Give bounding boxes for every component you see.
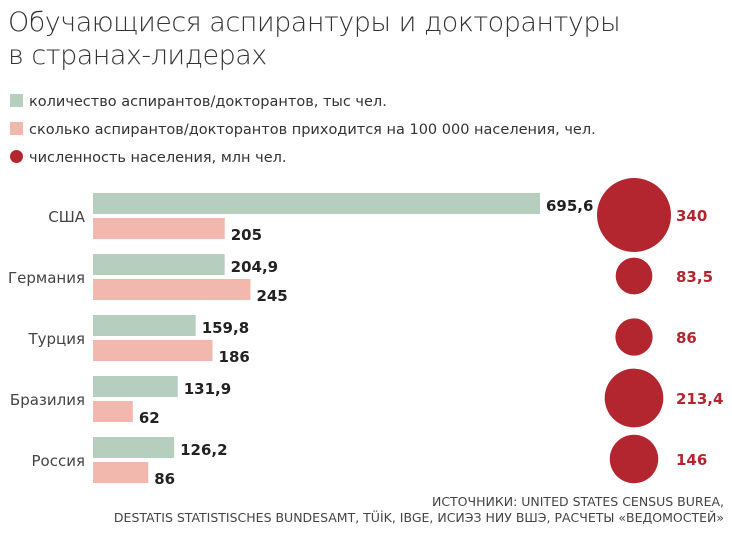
- source-line-2: DESTATIS STATISTISCHES BUNDESAMT, TÜİK, …: [113, 510, 724, 525]
- data-label-per100k: 186: [219, 348, 250, 366]
- category-label: Германия: [8, 269, 85, 287]
- bar-per100k: [93, 279, 251, 300]
- data-label-students: 126,2: [180, 441, 227, 459]
- data-label-students: 695,6: [546, 197, 593, 215]
- data-label-per100k: 62: [139, 409, 160, 427]
- bar-students: [93, 315, 196, 336]
- bar-students: [93, 376, 178, 397]
- bar-students: [93, 437, 175, 458]
- legend-label: сколько аспирантов/докторантов приходитс…: [29, 122, 596, 138]
- bar-per100k: [93, 218, 225, 239]
- legend-swatch: [10, 94, 23, 107]
- category-label: Россия: [32, 452, 86, 470]
- title-line-2: в странах-лидерах: [8, 40, 267, 71]
- legend-swatch: [10, 122, 23, 135]
- data-label-per100k: 86: [154, 470, 175, 488]
- legend-item-population: численность населения, млн чел.: [10, 150, 287, 166]
- category-label: США: [48, 208, 86, 226]
- data-label-population: 83,5: [676, 268, 713, 286]
- bubble-population: [597, 178, 671, 252]
- source-note: ИСТОЧНИКИ: UNITED STATES CENSUS BUREA, DE…: [114, 494, 724, 526]
- bubble-population: [615, 257, 653, 295]
- bar-per100k: [93, 462, 149, 483]
- bubble-population: [609, 434, 659, 484]
- legend-swatch: [10, 150, 23, 163]
- chart-title: Обучающиеся аспирантуры и докторантуры в …: [8, 6, 621, 72]
- data-label-students: 131,9: [184, 380, 231, 398]
- bar-per100k: [93, 401, 133, 422]
- data-label-population: 146: [676, 451, 707, 469]
- source-line-1: ИСТОЧНИКИ: UNITED STATES CENSUS BUREA,: [431, 494, 724, 509]
- data-label-population: 86: [676, 329, 697, 347]
- legend-item-per100k: сколько аспирантов/докторантов приходитс…: [10, 122, 596, 138]
- data-label-per100k: 205: [231, 226, 262, 244]
- data-label-students: 159,8: [202, 319, 249, 337]
- legend-label: численность населения, млн чел.: [29, 150, 287, 166]
- data-label-population: 213,4: [676, 390, 723, 408]
- data-label-per100k: 245: [256, 287, 287, 305]
- title-line-1: Обучающиеся аспирантуры и докторантуры: [8, 7, 621, 38]
- category-label: Бразилия: [10, 391, 85, 409]
- bar-per100k: [93, 340, 213, 361]
- bubble-population: [604, 368, 664, 428]
- data-label-students: 204,9: [231, 258, 278, 276]
- bar-students: [93, 254, 225, 275]
- legend-item-students: количество аспирантов/докторантов, тыс ч…: [10, 94, 387, 110]
- bubble-population: [615, 318, 653, 356]
- legend-label: количество аспирантов/докторантов, тыс ч…: [29, 94, 387, 110]
- bar-students: [93, 193, 540, 214]
- data-label-population: 340: [676, 207, 707, 225]
- category-label: Турция: [27, 330, 85, 348]
